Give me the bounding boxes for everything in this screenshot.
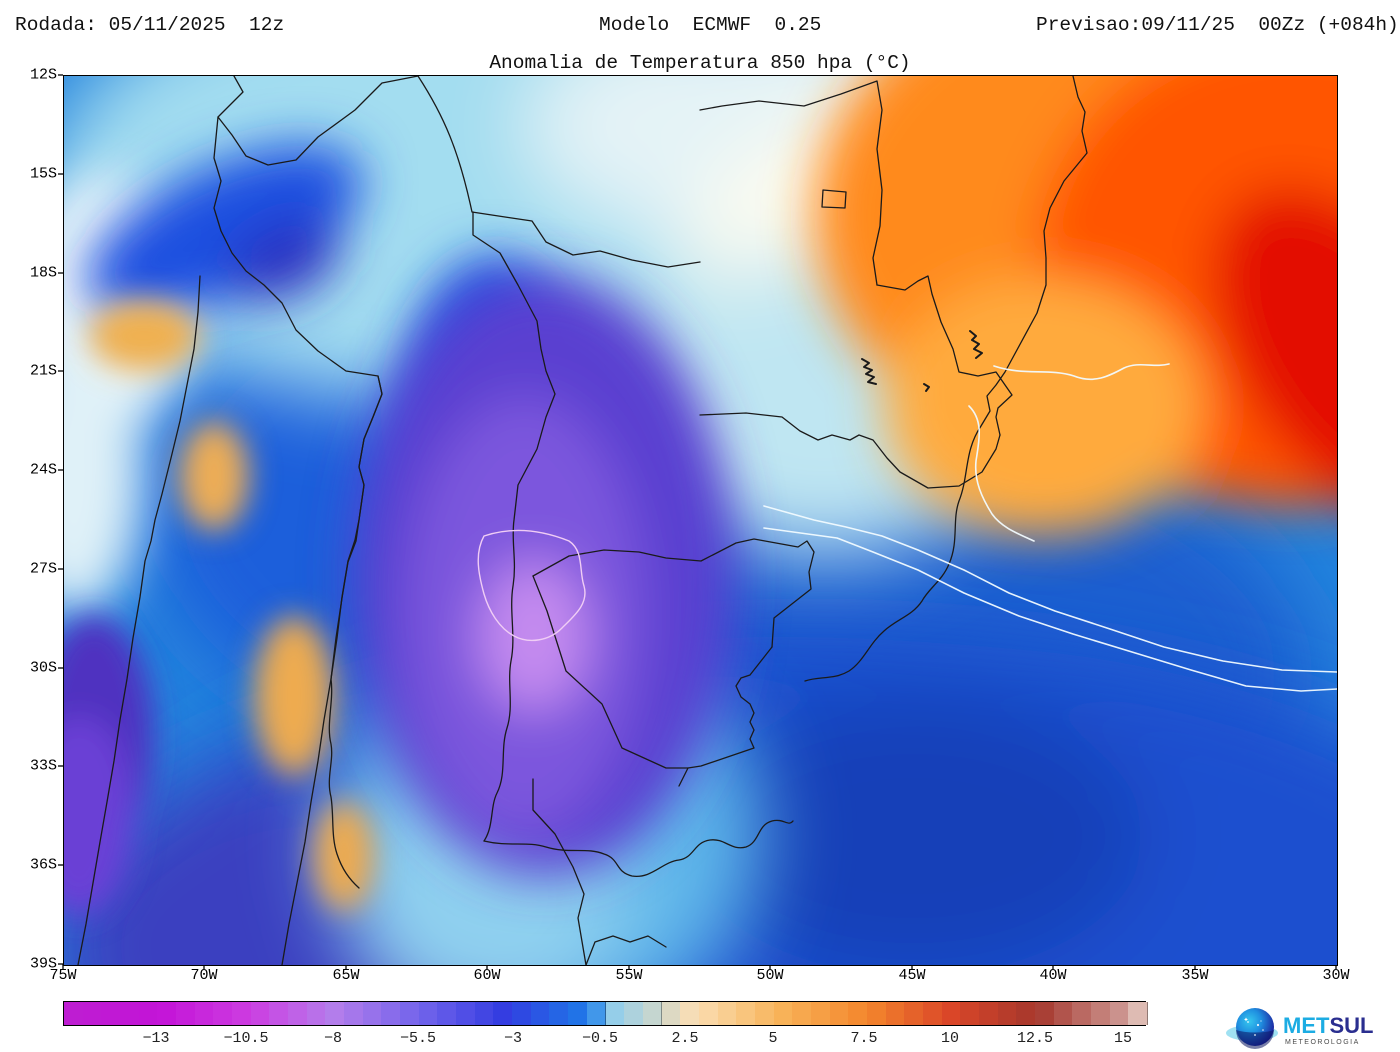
svg-text:METSUL: METSUL: [1283, 1013, 1373, 1038]
svg-text:METEOROLOGIA: METEOROLOGIA: [1285, 1039, 1360, 1046]
